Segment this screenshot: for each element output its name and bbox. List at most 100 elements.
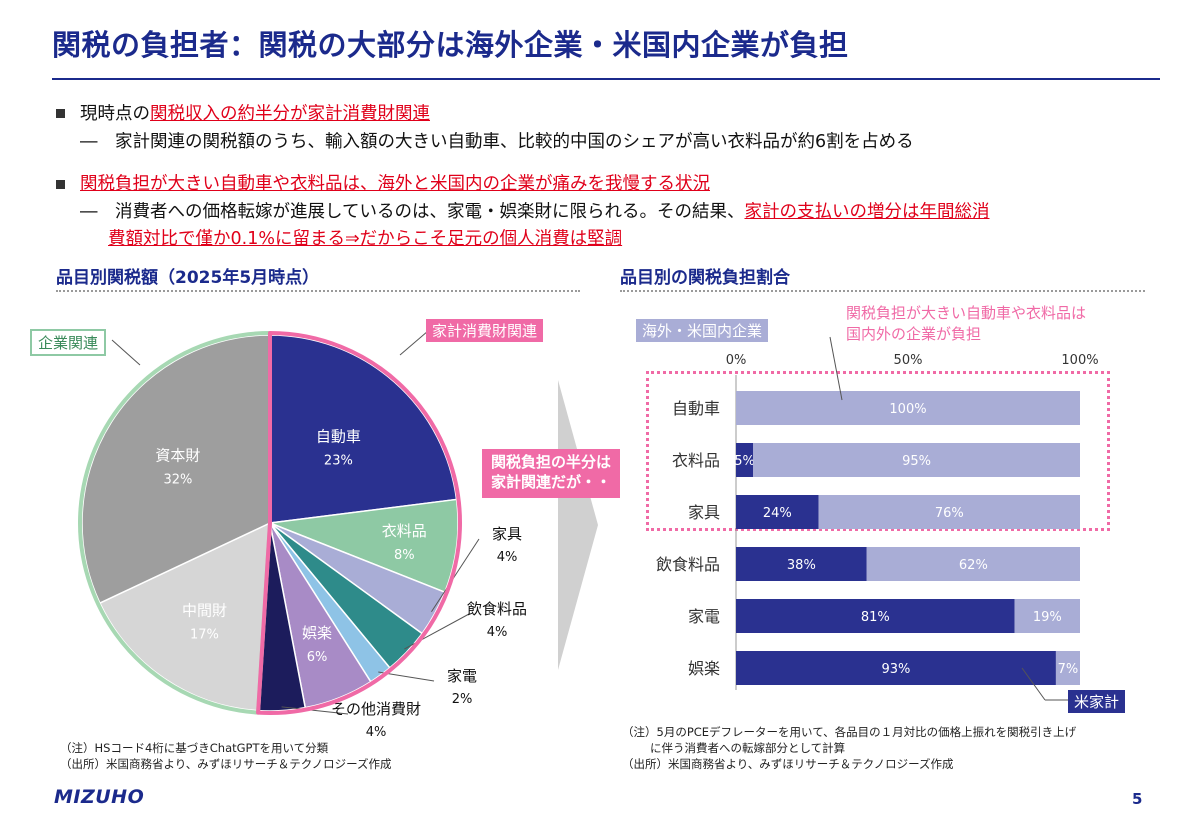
bar-category-label: 家電: [688, 607, 720, 626]
pie-leader-line: [431, 538, 480, 613]
bar-value-label: 100%: [889, 402, 926, 417]
title-divider: [52, 78, 1160, 80]
left-heading-rule: [56, 290, 580, 292]
pie-label: 自動車: [316, 427, 361, 445]
pie-value-label: 6%: [307, 650, 328, 665]
left-note-1: （注）HSコード4桁に基づきChatGPTを用いて分類: [60, 741, 329, 755]
right-chart-heading: 品目別の関税負担割合: [620, 268, 790, 288]
bar-category-label: 娯楽: [688, 659, 720, 678]
callout-line-2: 家計関連だが・・: [490, 473, 611, 491]
bar-corporate: [866, 547, 1080, 581]
bullet-square-icon: [56, 109, 65, 118]
callout-box: 関税負担の半分は 家計関連だが・・: [482, 449, 620, 498]
bullet-square-icon: [56, 180, 65, 189]
bar-value-label: 5%: [734, 454, 755, 469]
annotation-line-2: 国内外の企業が負担: [846, 325, 982, 343]
bullet-1: 現時点の関税収入の約半分が家計消費財関連: [80, 103, 430, 125]
bar-category-label: 衣料品: [672, 451, 720, 470]
pie-label: 中間財: [182, 601, 227, 619]
left-chart-heading: 品目別関税額（2025年5月時点）: [56, 268, 320, 288]
pie-group-outline-corporate: [78, 331, 272, 715]
pie-slice-8: [81, 334, 271, 605]
pie-group-outline-household: [256, 331, 462, 715]
pie-value-label: 4%: [497, 550, 518, 565]
bar-value-label: 19%: [1033, 610, 1062, 625]
annotation-line-1: 関税負担が大きい自動車や衣料品は: [846, 304, 1087, 322]
dash-icon: ―: [80, 132, 115, 152]
corporate-tag: 企業関連: [30, 329, 107, 356]
bar-household: [736, 651, 1056, 685]
pie-label: 家具: [492, 525, 522, 543]
bar-household: [736, 443, 754, 477]
bar-value-label: 38%: [787, 558, 816, 573]
bar-value-label: 76%: [935, 506, 964, 521]
pie-label: 家電: [447, 667, 477, 685]
bar-corporate: [818, 495, 1080, 529]
bar-corporate: [1055, 651, 1080, 685]
bar-corporate: [1014, 599, 1080, 633]
bar-value-label: 93%: [882, 662, 911, 677]
legend-overseas-tag: 海外・米国内企業: [636, 319, 769, 342]
bar-value-label: 81%: [861, 610, 890, 625]
bullet-2-sub-line2: 費額対比で僅か0.1%に留まる⇒だからこそ足元の個人消費は堅調: [108, 228, 622, 250]
bullet-2-sub: ― 消費者への価格転嫁が進展しているのは、家電・娯楽財に限られる。その結果、家計…: [80, 201, 989, 223]
pie-value-label: 23%: [324, 453, 353, 468]
pie-value-label: 4%: [366, 725, 387, 740]
bullet-2-highlight: 関税負担が大きい自動車や衣料品は、海外と米国内の企業が痛みを我慢する状況: [80, 174, 710, 194]
page-number: 5: [1132, 790, 1143, 808]
bar-tick-label: 0%: [726, 353, 747, 368]
bar-household: [736, 599, 1015, 633]
highlight-box: [646, 371, 1110, 531]
pie-leader-line: [281, 706, 349, 715]
bullet-1-sub: ― 家計関連の関税額のうち、輸入額の大きい自動車、比較的中国のシェアが高い衣料品…: [80, 131, 914, 153]
pie-value-label: 8%: [394, 548, 415, 563]
pie-value-label: 32%: [163, 473, 192, 488]
callout-line-1: 関税負担の半分は: [490, 453, 611, 471]
corporate-tag-leader: [111, 339, 141, 366]
bullet-2-sub-highlight-2: 費額対比で僅か0.1%に留まる⇒だからこそ足元の個人消費は堅調: [108, 229, 623, 249]
bullet-1-pre: 現時点の: [80, 104, 150, 124]
pie-slice-0: [269, 334, 458, 524]
legend-household-leader: [1021, 667, 1046, 701]
right-note-2: に伴う消費者への転嫁部分として計算: [650, 741, 846, 755]
bar-category-label: 飲食料品: [656, 555, 720, 574]
bar-corporate: [736, 391, 1080, 425]
bar-category-label: 自動車: [672, 399, 720, 418]
bullet-1-highlight: 関税収入の約半分が家計消費財関連: [150, 104, 430, 124]
bullet-2-sub-pre: 消費者への価格転嫁が進展しているのは、家電・娯楽財に限られる。その結果、: [115, 202, 745, 222]
pie-label: 飲食料品: [467, 600, 527, 618]
legend-household-tag: 米家計: [1068, 690, 1126, 713]
bar-value-label: 24%: [763, 506, 792, 521]
legend-overseas-leader: [829, 336, 843, 401]
right-note-1: （注）5月のPCEデフレーターを用いて、各品目の１月対比の価格上振れを関税引き上…: [622, 725, 1077, 739]
pie-value-label: 17%: [190, 627, 219, 642]
bar-category-label: 家具: [688, 503, 720, 522]
dash-icon: ―: [80, 202, 115, 222]
pie-slice-7: [98, 521, 271, 712]
bar-tick-label: 100%: [1061, 353, 1098, 368]
bullet-2-sub-highlight-1: 家計の支払いの増分は年間総消: [744, 202, 990, 222]
pie-label: 娯楽: [302, 624, 332, 642]
bullet-1-sub-text: 家計関連の関税額のうち、輸入額の大きい自動車、比較的中国のシェアが高い衣料品が約…: [115, 132, 914, 152]
bar-value-label: 62%: [959, 558, 988, 573]
household-tag: 家計消費財関連: [426, 319, 544, 342]
right-heading-rule: [620, 290, 1145, 292]
bar-tick-label: 50%: [894, 353, 923, 368]
bar-household: [736, 495, 819, 529]
bar-value-label: 95%: [902, 454, 931, 469]
pie-label: 衣料品: [382, 522, 427, 540]
pie-label: その他消費財: [331, 700, 421, 718]
bar-corporate: [753, 443, 1080, 477]
bar-household: [736, 547, 867, 581]
pie-label: 資本財: [155, 447, 200, 465]
pie-value-label: 4%: [487, 625, 508, 640]
page-title: 関税の負担者：関税の大部分は海外企業・米国内企業が負担: [52, 28, 849, 62]
right-note-3: （出所）米国商務省より、みずほリサーチ＆テクノロジーズ作成: [622, 757, 954, 771]
left-note-2: （出所）米国商務省より、みずほリサーチ＆テクノロジーズ作成: [60, 757, 392, 771]
bar-value-label: 7%: [1058, 662, 1079, 677]
mizuho-logo: MIZUHO: [54, 786, 145, 808]
annotation: 関税負担が大きい自動車や衣料品は 国内外の企業が負担: [846, 303, 1086, 345]
pie-value-label: 2%: [452, 692, 473, 707]
